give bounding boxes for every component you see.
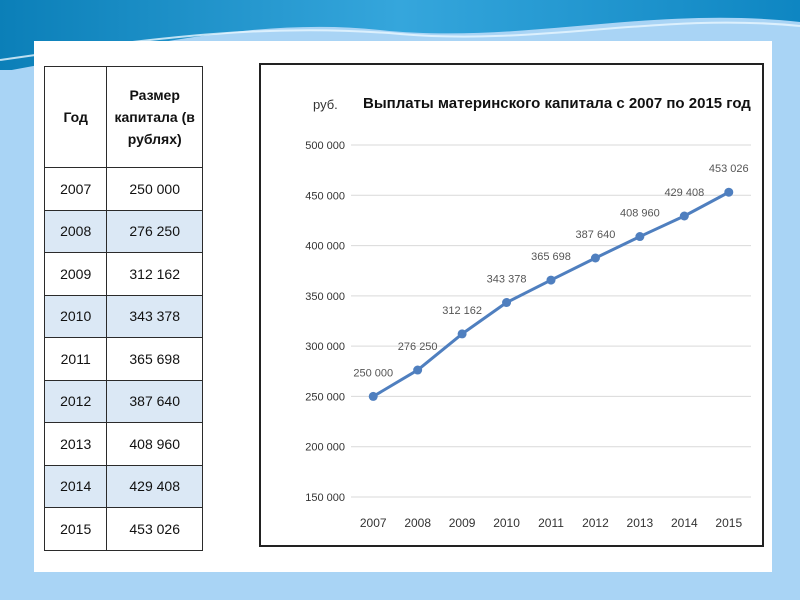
- data-label: 365 698: [531, 251, 571, 263]
- table-row: 2008 276 250: [43, 209, 203, 253]
- data-point: [635, 232, 645, 242]
- table-row: 2007 250 000: [43, 167, 203, 211]
- capital-cell: 312 162: [106, 252, 203, 296]
- data-label: 429 408: [664, 187, 704, 199]
- y-tick-label: 500 000: [305, 140, 345, 152]
- year-cell: 2008: [43, 209, 108, 253]
- year-cell: 2015: [43, 507, 108, 551]
- data-label: 343 378: [487, 274, 527, 286]
- table-row: 2010 343 378: [43, 294, 203, 338]
- header-capital-line: капитала (в: [114, 109, 195, 125]
- year-cell: 2007: [43, 167, 108, 211]
- year-cell: 2010: [43, 294, 108, 338]
- capital-cell: 365 698: [106, 337, 203, 381]
- x-tick-label: 2008: [404, 516, 431, 530]
- year-cell: 2013: [43, 422, 108, 466]
- data-point: [413, 365, 423, 375]
- table-row: 2014 429 408: [43, 464, 203, 508]
- data-point: [724, 187, 734, 197]
- capital-cell: 343 378: [106, 294, 203, 338]
- data-point: [590, 253, 600, 263]
- series-line: [372, 190, 730, 398]
- data-label: 276 250: [398, 341, 438, 353]
- capital-table: Год Размер капитала (в рублях) 2007 250 0…: [43, 66, 203, 551]
- line-chart: руб. Выплаты материнского капитала с 200…: [305, 95, 751, 530]
- chart-title: Выплаты материнского капитала с 2007 по …: [363, 95, 751, 112]
- table-row: 2015 453 026: [43, 507, 203, 551]
- y-tick-label: 300 000: [305, 341, 345, 353]
- x-tick-label: 2009: [449, 516, 476, 530]
- data-point: [368, 391, 378, 401]
- x-tick-label: 2015: [715, 516, 742, 530]
- table-header-row: Год Размер капитала (в рублях): [43, 66, 203, 168]
- y-tick-label: 450 000: [305, 190, 345, 202]
- capital-cell: 276 250: [106, 209, 203, 253]
- data-label: 453 026: [709, 163, 749, 175]
- year-cell: 2011: [43, 337, 108, 381]
- header-capital: Размер капитала (в рублях): [106, 66, 203, 168]
- x-tick-label: 2007: [360, 516, 387, 530]
- data-point: [679, 211, 689, 221]
- data-point: [502, 298, 512, 308]
- table-row: 2013 408 960: [43, 422, 203, 466]
- capital-cell: 250 000: [106, 167, 203, 211]
- capital-cell: 408 960: [106, 422, 203, 466]
- data-point: [546, 275, 556, 285]
- y-tick-label: 200 000: [305, 442, 345, 454]
- data-label: 387 640: [576, 229, 616, 241]
- year-cell: 2009: [43, 252, 108, 296]
- data-label: 312 162: [442, 305, 482, 317]
- header-year: Год: [43, 66, 108, 168]
- x-tick-label: 2012: [582, 516, 609, 530]
- x-tick-label: 2014: [671, 516, 698, 530]
- data-point: [457, 329, 467, 339]
- y-tick-label: 350 000: [305, 291, 345, 303]
- year-cell: 2012: [43, 379, 108, 423]
- header-capital-line: рублях): [127, 131, 182, 147]
- table-row: 2012 387 640: [43, 379, 203, 423]
- header-capital-line: Размер: [129, 87, 180, 103]
- y-tick-label: 150 000: [305, 492, 345, 504]
- year-cell: 2014: [43, 464, 108, 508]
- capital-cell: 453 026: [106, 507, 203, 551]
- data-label: 250 000: [353, 367, 393, 379]
- x-tick-label: 2011: [538, 516, 564, 530]
- x-tick-label: 2013: [627, 516, 654, 530]
- y-axis-label: руб.: [313, 97, 338, 112]
- capital-cell: 387 640: [106, 379, 203, 423]
- capital-cell: 429 408: [106, 464, 203, 508]
- table-row: 2011 365 698: [43, 337, 203, 381]
- x-tick-label: 2010: [493, 516, 520, 530]
- data-label: 408 960: [620, 208, 660, 220]
- table-row: 2009 312 162: [43, 252, 203, 296]
- y-tick-label: 400 000: [305, 241, 345, 253]
- y-tick-label: 250 000: [305, 391, 345, 403]
- chart-frame: руб. Выплаты материнского капитала с 200…: [259, 63, 764, 547]
